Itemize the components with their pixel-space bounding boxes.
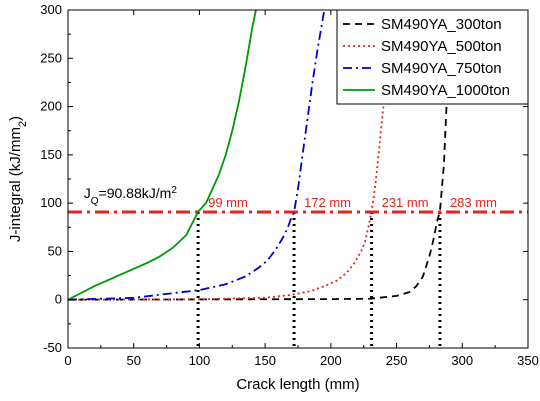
jq-label-rest: =90.88kJ/m xyxy=(99,185,172,201)
y-tick-label: 100 xyxy=(40,195,62,210)
series-line-4 xyxy=(68,10,257,301)
jq-label-j: J xyxy=(84,185,91,201)
y-tick-label: 0 xyxy=(55,292,62,307)
legend-label: SM490YA_1000ton xyxy=(381,82,510,99)
jq-label: JQ=90.88kJ/m2 xyxy=(84,184,178,206)
y-tick-label: 300 xyxy=(40,2,62,17)
series-lines xyxy=(68,10,450,301)
x-axis-title: Crack length (mm) xyxy=(236,376,359,393)
y-axis-title-close: ) xyxy=(7,116,24,121)
series-line-3 xyxy=(68,10,326,301)
legend-box xyxy=(336,9,529,105)
y-tick-label: -50 xyxy=(43,340,62,355)
x-tick-label: 200 xyxy=(320,353,342,368)
y-axis-title-sub: 2 xyxy=(17,121,29,127)
x-tick-label: 0 xyxy=(64,353,71,368)
crack-length-annotations: 99 mm 172 mm 231 mm 283 mm xyxy=(208,195,497,210)
y-axis-title-main: J-integral (kJ/mm xyxy=(7,127,24,242)
legend-label: SM490YA_500ton xyxy=(381,38,502,55)
crack-length-label: 283 mm xyxy=(450,195,497,210)
legend-label: SM490YA_300ton xyxy=(381,16,502,33)
x-tick-label: 350 xyxy=(517,353,539,368)
x-tick-label: 150 xyxy=(254,353,276,368)
x-tick-label: 250 xyxy=(386,353,408,368)
x-tick-label: 50 xyxy=(126,353,140,368)
y-axis-title: J-integral (kJ/mm2) xyxy=(7,116,29,242)
x-tick-label: 100 xyxy=(189,353,211,368)
jq-label-sup: 2 xyxy=(171,184,177,195)
y-tick-label: 50 xyxy=(48,243,62,258)
y-tick-label: 150 xyxy=(40,147,62,162)
series-line-1 xyxy=(68,58,450,301)
y-tick-label: 200 xyxy=(40,99,62,114)
jq-label-sub: Q xyxy=(91,195,99,206)
legend-label: SM490YA_750ton xyxy=(381,60,502,77)
crack-length-label: 231 mm xyxy=(382,195,429,210)
y-tick-label: 250 xyxy=(40,50,62,65)
crack-length-marker-lines xyxy=(196,211,442,348)
crack-length-label: 172 mm xyxy=(304,195,351,210)
y-axis-ticks: -50 0 50 100 150 200 250 300 xyxy=(40,2,528,355)
x-tick-label: 300 xyxy=(451,353,473,368)
crack-length-label: 99 mm xyxy=(208,195,248,210)
legend: SM490YA_300ton SM490YA_500ton SM490YA_750t… xyxy=(336,9,529,105)
